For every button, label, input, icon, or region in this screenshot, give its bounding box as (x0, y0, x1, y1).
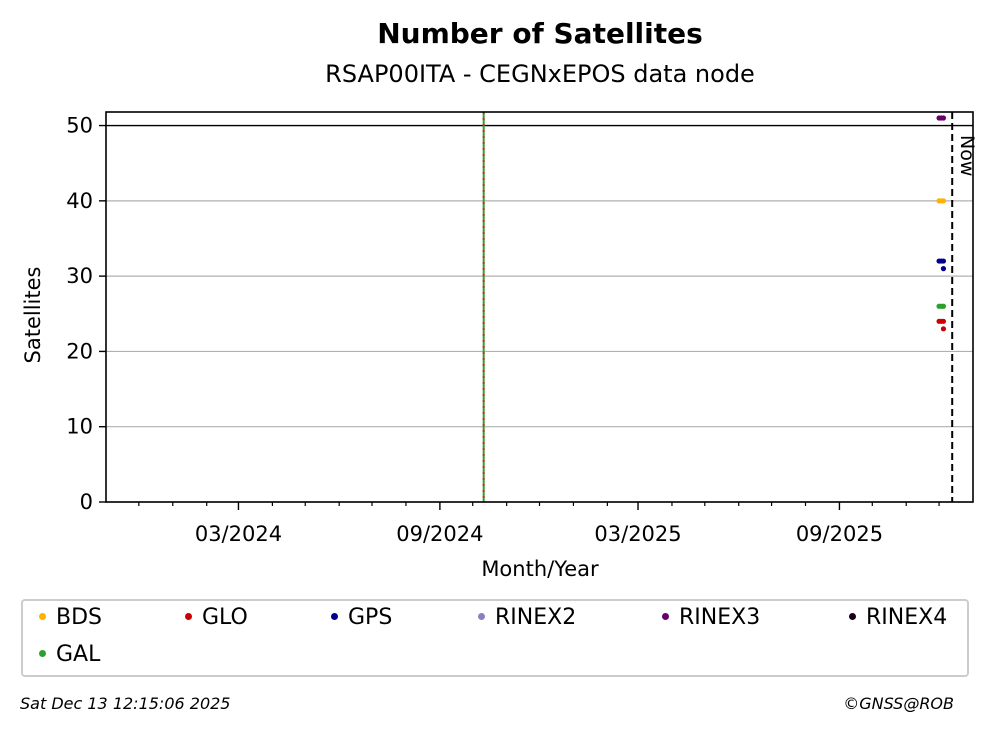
legend-item-rinex2: RINEX2 (478, 605, 576, 630)
point-glo-2 (940, 318, 947, 324)
footer-credit: ©GNSS@ROB (843, 694, 954, 713)
legend-marker-rinex4 (849, 612, 856, 620)
x-axis-label: Month/Year (481, 557, 599, 581)
y-tick-label-20: 20 (66, 339, 93, 363)
legend-label-gps: GPS (348, 605, 393, 630)
legend-item-gps: GPS (331, 605, 392, 630)
point-gal-2 (940, 303, 947, 309)
legend-marker-rinex2 (478, 612, 485, 620)
legend-label-rinex3: RINEX3 (679, 605, 761, 630)
point-glo-3 (940, 326, 947, 332)
y-tick-label-30: 30 (66, 264, 93, 288)
legend-label-bds: BDS (56, 605, 102, 630)
x-tick-label-09-2025: 09/2025 (796, 522, 883, 546)
legend-item-bds: BDS (39, 605, 102, 630)
y-tick-label-40: 40 (66, 189, 93, 213)
chart-title: Number of Satellites (377, 17, 703, 50)
x-tick-label-09-2024: 09/2024 (396, 522, 483, 546)
legend-label-gal: GAL (56, 642, 101, 667)
legend: BDS GLO GPS RINEX2 RINEX3 RINEX4 GAL (21, 599, 969, 677)
point-gps-3 (940, 266, 947, 272)
legend-label-rinex2: RINEX2 (495, 605, 577, 630)
legend-marker-gal (39, 649, 46, 657)
y-tick-label-10: 10 (66, 415, 93, 439)
legend-item-rinex3: RINEX3 (662, 605, 760, 630)
data-points (936, 115, 947, 332)
legend-item-gal: GAL (39, 642, 100, 667)
y-axis-ticks: 0 10 20 30 40 50 (66, 114, 106, 514)
y-tick-label-0: 0 (80, 490, 93, 514)
x-axis-ticks: 03/2024 09/2024 03/2025 09/2025 (138, 502, 940, 546)
point-gps-2 (940, 258, 947, 264)
now-label: Now (956, 135, 978, 176)
y-tick-label-50: 50 (66, 114, 93, 138)
x-tick-label-03-2025: 03/2025 (594, 522, 681, 546)
now-marker: Now (951, 112, 978, 502)
legend-item-glo: GLO (185, 605, 248, 630)
legend-label-rinex4: RINEX4 (866, 605, 948, 630)
satellites-chart: Number of Satellites RSAP00ITA - CEGNxEP… (21, 17, 978, 581)
footer-timestamp: Sat Dec 13 12:15:06 2025 (20, 694, 231, 713)
point-rinex3-2 (940, 115, 947, 121)
point-bds-2 (940, 198, 947, 204)
legend-marker-bds (39, 612, 46, 620)
legend-item-rinex4: RINEX4 (849, 605, 947, 630)
legend-marker-rinex3 (662, 612, 669, 620)
chart-subtitle: RSAP00ITA - CEGNxEPOS data node (325, 60, 755, 88)
y-axis-label: Satellites (21, 267, 45, 364)
y-gridlines (106, 124, 973, 503)
legend-label-glo: GLO (202, 605, 248, 630)
plot-frame (105, 111, 974, 503)
legend-marker-glo (185, 612, 192, 620)
x-tick-label-03-2024: 03/2024 (195, 522, 282, 546)
legend-marker-gps (331, 612, 338, 620)
